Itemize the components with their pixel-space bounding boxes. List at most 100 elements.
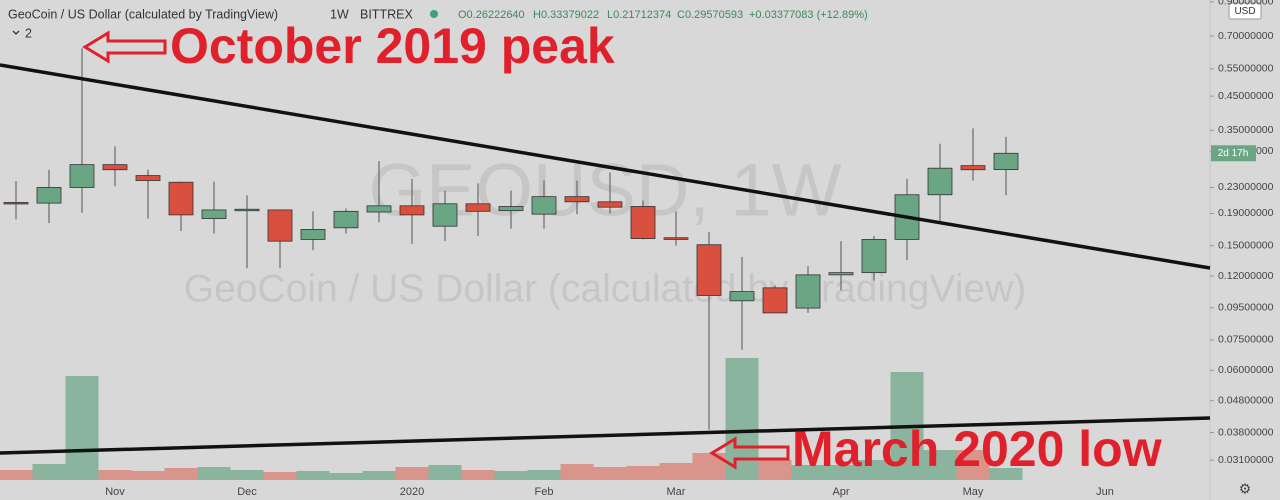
interval: 1W [330, 7, 349, 21]
candle-body [267, 209, 293, 242]
candle-body [993, 152, 1019, 171]
x-tick-label: Nov [105, 486, 125, 498]
trend-line [0, 416, 1211, 455]
volume-bar [626, 466, 660, 480]
volume-bar [560, 464, 594, 480]
volume-bar [725, 358, 759, 480]
y-tick-label: 0.06000000 [1218, 364, 1274, 376]
countdown-box [1211, 145, 1256, 162]
x-tick-label: Apr [832, 486, 849, 498]
candle-body [762, 287, 788, 314]
candle-body [135, 175, 161, 181]
ohlc-low: L0.21712374 [607, 9, 671, 21]
candle-body [201, 209, 227, 219]
candle-body [663, 237, 689, 240]
y-tick-label: 0.55000000 [1218, 63, 1274, 75]
volume-bar [362, 471, 396, 480]
candle-body [3, 202, 29, 205]
volume-bar [428, 465, 462, 480]
y-tick-label: 0.45000000 [1218, 90, 1274, 102]
volume-bar [824, 465, 858, 480]
volume-bar [32, 464, 66, 480]
candle-body [531, 196, 557, 215]
trend-line [0, 63, 1211, 270]
candle-body [960, 165, 986, 171]
y-tick-label: 0.12000000 [1218, 270, 1274, 282]
candle-body [465, 203, 491, 212]
volume-bar [98, 470, 132, 480]
ohlc-high: H0.33379022 [533, 9, 599, 21]
y-tick-label: 0.07500000 [1218, 334, 1274, 346]
ohlc-open: O0.26222640 [458, 9, 525, 21]
y-tick-label: 0.23000000 [1218, 181, 1274, 193]
currency-box[interactable] [1228, 2, 1262, 20]
volume-bar [65, 376, 99, 480]
volume-bar [263, 472, 297, 480]
candle-body [102, 164, 128, 171]
candle-body [696, 244, 722, 296]
volume-bar [593, 467, 627, 480]
candle-body [861, 239, 887, 274]
candle-body [399, 205, 425, 216]
volume-bar [197, 467, 231, 480]
y-tick-label: 0.90000000 [1218, 0, 1274, 8]
volume-bar [230, 470, 264, 480]
candle-body [234, 208, 260, 212]
settings-icon[interactable]: ⚙ [1239, 481, 1252, 497]
candle-body [927, 167, 953, 196]
countdown: 2d 17h [1218, 148, 1249, 159]
status-dot [430, 10, 438, 18]
plot-area [0, 48, 1023, 480]
volume-bar [659, 463, 693, 480]
candle-body [300, 229, 326, 240]
annotation-arrow [82, 30, 167, 64]
y-tick-label: 0.15000000 [1218, 239, 1274, 251]
volume-bar [0, 470, 33, 480]
candle-body [69, 164, 95, 188]
volume-bar [329, 473, 363, 480]
annotation-arrow [709, 436, 790, 470]
x-tick-label: Mar [667, 486, 686, 498]
symbol-title: GeoCoin / US Dollar (calculated by Tradi… [8, 7, 278, 21]
watermark-description: GeoCoin / US Dollar (calculated by Tradi… [184, 267, 1027, 310]
x-tick-label: Dec [237, 486, 257, 498]
y-tick-label: 0.04800000 [1218, 394, 1274, 406]
candle-body [795, 274, 821, 309]
volume-bar [956, 450, 990, 480]
volume-bar [131, 471, 165, 480]
volume-bar [989, 468, 1023, 480]
candle-body [597, 201, 623, 208]
x-tick-label: May [963, 486, 984, 498]
annotation: October 2019 peak [170, 18, 615, 74]
y-tick-label: 0.09500000 [1218, 302, 1274, 314]
volume-bar [164, 468, 198, 480]
indicator-count[interactable]: 2 [25, 26, 32, 40]
ohlc-close: C0.29570593 [677, 9, 743, 21]
candle-body [630, 206, 656, 239]
currency[interactable]: USD [1234, 6, 1255, 17]
candle-body [498, 206, 524, 212]
candle-body [168, 181, 194, 216]
annotation: March 2020 low [792, 421, 1162, 477]
volume-bar [395, 467, 429, 480]
candle-body [333, 210, 359, 229]
x-tick-label: 2020 [400, 486, 424, 498]
y-tick-label: 0.03800000 [1218, 426, 1274, 438]
y-tick-label: 0.70000000 [1218, 30, 1274, 42]
ohlc-change: +0.03377083 (+12.89%) [749, 9, 868, 21]
exchange: BITTREX [360, 7, 413, 21]
y-tick-label: 0.03100000 [1218, 454, 1274, 466]
collapse-chevron[interactable] [12, 30, 20, 35]
volume-bar [494, 471, 528, 480]
y-tick-label: 0.35000000 [1218, 124, 1274, 136]
volume-bar [461, 470, 495, 480]
candle-body [36, 187, 62, 204]
volume-bar [296, 471, 330, 480]
y-tick-label: 0.19000000 [1218, 207, 1274, 219]
volume-bar [758, 460, 792, 480]
volume-bar [791, 465, 825, 480]
candle-body [564, 196, 590, 203]
candle-body [366, 205, 392, 213]
